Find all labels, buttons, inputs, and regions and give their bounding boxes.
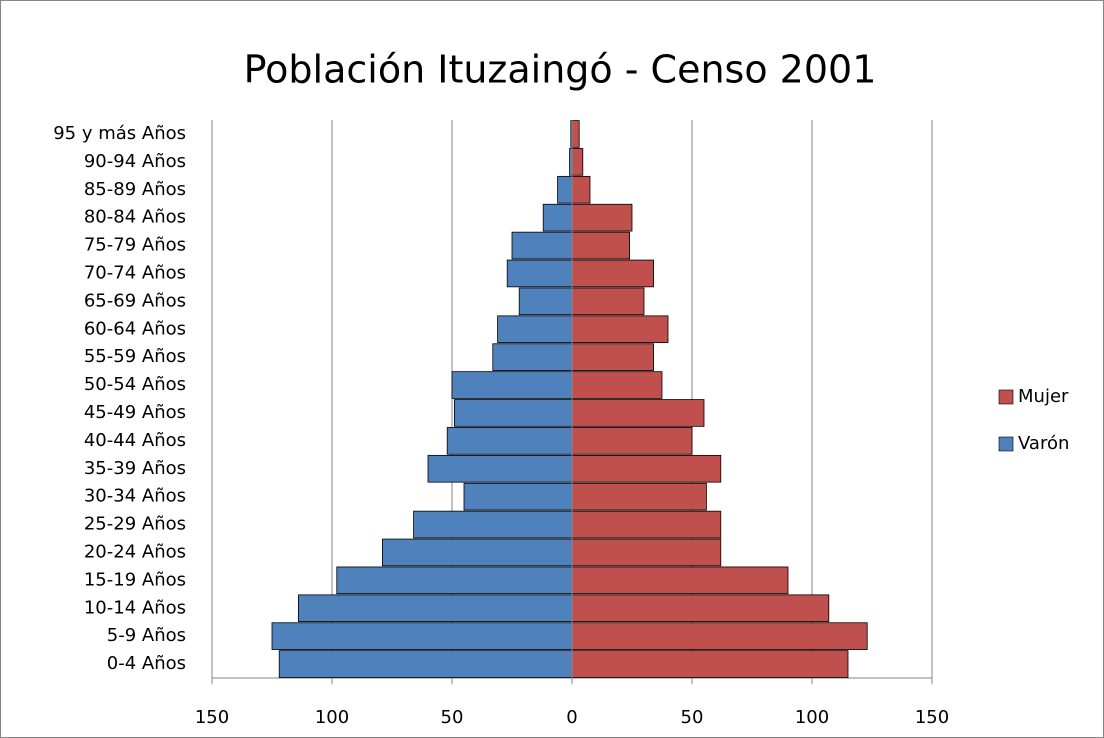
bar <box>571 454 722 483</box>
legend-label: Mujer <box>1018 386 1069 407</box>
bar <box>511 231 573 260</box>
bar <box>518 287 573 316</box>
bar <box>336 566 573 595</box>
x-tick-label: 50 <box>441 707 464 728</box>
y-tick-label: 40-44 Años <box>84 430 186 451</box>
bar <box>271 622 573 650</box>
x-tick-label: 150 <box>195 707 229 728</box>
bar <box>571 510 722 539</box>
bar <box>557 175 573 204</box>
bar <box>278 650 573 678</box>
bar <box>542 203 573 232</box>
y-tick-label: 50-54 Años <box>84 374 186 395</box>
y-tick-label: 20-24 Años <box>84 541 186 562</box>
y-tick-label: 75-79 Años <box>84 235 186 256</box>
bar <box>427 454 573 483</box>
y-tick-label: 60-64 Años <box>84 318 186 339</box>
bar <box>492 343 573 371</box>
legend-swatch <box>998 389 1014 405</box>
y-tick-label: 0-4 Años <box>107 653 186 674</box>
legend-label: Varón <box>1018 433 1069 454</box>
bar <box>571 566 789 595</box>
bar <box>571 622 868 650</box>
bar <box>451 371 573 399</box>
y-tick-label: 10-14 Años <box>84 597 186 618</box>
x-tick-label: 100 <box>315 707 349 728</box>
bar <box>571 650 849 678</box>
bar <box>571 371 663 399</box>
bar <box>571 427 693 455</box>
y-tick-label: 45-49 Años <box>84 402 186 423</box>
y-tick-label: 90-94 Años <box>84 151 186 172</box>
y-tick-label: 85-89 Años <box>84 179 186 200</box>
y-tick-label: 5-9 Años <box>107 625 186 646</box>
bar <box>571 203 633 232</box>
x-tick-label: 100 <box>795 707 829 728</box>
bar <box>446 427 573 455</box>
bar <box>571 482 707 511</box>
y-tick-label: 80-84 Años <box>84 207 186 228</box>
chart-title: Población Ituzaingó - Censo 2001 <box>244 48 877 92</box>
y-tick-label: 65-69 Años <box>84 290 186 311</box>
x-tick-label: 150 <box>915 707 949 728</box>
y-tick-label: 55-59 Años <box>84 346 186 367</box>
bar <box>453 399 573 427</box>
bar <box>463 482 573 511</box>
bar <box>381 538 573 567</box>
bar <box>571 343 654 371</box>
x-tick-label: 50 <box>681 707 704 728</box>
bar <box>497 315 573 344</box>
bar <box>571 594 830 623</box>
bar <box>571 538 722 567</box>
bar <box>571 175 591 204</box>
y-tick-label: 15-19 Años <box>84 569 186 590</box>
y-tick-label: 30-34 Años <box>84 486 186 507</box>
legend-swatch <box>998 436 1014 452</box>
bar <box>571 287 645 316</box>
bar <box>571 259 654 288</box>
bar <box>297 594 573 623</box>
bar <box>571 231 630 260</box>
bar <box>571 148 584 176</box>
bar <box>571 315 669 344</box>
y-tick-label: 70-74 Años <box>84 262 186 283</box>
y-tick-label: 25-29 Años <box>84 514 186 535</box>
x-tick-label: 0 <box>566 707 577 728</box>
y-tick-label: 35-39 Años <box>84 458 186 479</box>
bar <box>571 120 580 148</box>
bar <box>413 510 573 539</box>
bar <box>571 399 705 427</box>
y-tick-label: 95 y más Años <box>53 123 186 144</box>
bar <box>506 259 573 288</box>
